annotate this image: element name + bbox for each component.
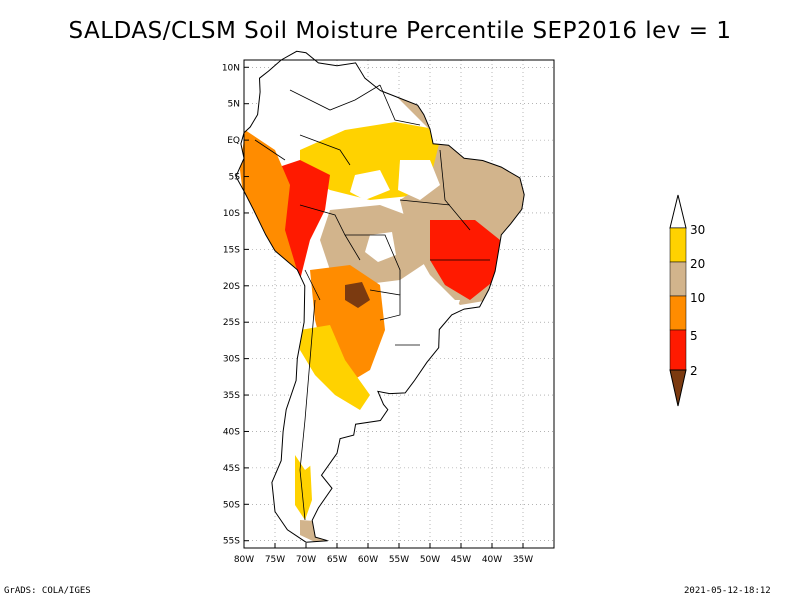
lat-tick-label: 35S xyxy=(223,391,240,401)
border-peru-brazil xyxy=(299,204,361,261)
lat-tick-label: 20S xyxy=(223,282,240,292)
lat-tick-label: 30S xyxy=(223,355,240,365)
border-argentina-chile xyxy=(299,299,316,521)
shade-white-patch-amazon xyxy=(350,170,390,200)
border-ecuador xyxy=(254,139,286,161)
lat-tick-label: 50S xyxy=(223,500,240,510)
lon-tick-label: 80W xyxy=(234,555,254,565)
map-title: SALDAS/CLSM Soil Moisture Percentile SEP… xyxy=(68,18,732,44)
colorbar-top-arrow xyxy=(669,194,687,229)
lat-tick-label: 15S xyxy=(223,245,240,255)
border-colombia-brazil xyxy=(299,134,351,166)
colorbar-label-10: 10 xyxy=(690,291,705,305)
shade-white-patch-north xyxy=(398,160,440,200)
lat-tick-label: 40S xyxy=(223,427,240,437)
lat-tick-label: 10N xyxy=(222,63,240,73)
border-guianas xyxy=(379,84,421,126)
country-borders xyxy=(254,84,490,521)
colorbar-swatch-10-20 xyxy=(669,261,687,297)
lon-tick-label: 40W xyxy=(482,555,502,565)
shade-white-argentina xyxy=(280,380,350,470)
lon-tick-label: 75W xyxy=(265,555,285,565)
footer-credit: GrADS: COLA/IGES xyxy=(4,586,91,596)
footer-timestamp: 2021-05-12-18:12 xyxy=(684,586,771,596)
border-brazil-states xyxy=(399,149,490,261)
lon-tick-label: 70W xyxy=(296,555,316,565)
colorbar-label-30: 30 xyxy=(690,223,705,237)
colorbar-label-2: 2 xyxy=(690,364,698,378)
lat-tick-label: 25S xyxy=(223,318,240,328)
border-bolivia-chile xyxy=(304,269,321,301)
lon-tick-label: 50W xyxy=(420,555,440,565)
lat-tick-label: 55S xyxy=(223,537,240,547)
border-paraguay xyxy=(369,289,401,321)
land-shading xyxy=(235,50,525,543)
colorbar-swatch-2-5 xyxy=(669,329,687,371)
lon-tick-label: 45W xyxy=(451,555,471,565)
lat-tick-label: EQ xyxy=(227,136,240,146)
coastline xyxy=(235,50,525,543)
lat-tick-label: 5S xyxy=(229,173,241,183)
shade-white-patch-center xyxy=(365,232,396,262)
lon-tick-label: 35W xyxy=(513,555,533,565)
border-bolivia-brazil xyxy=(345,234,401,295)
colorbar-label-20: 20 xyxy=(690,257,705,271)
lat-tick-label: 45S xyxy=(223,464,240,474)
lat-tick-label: 5N xyxy=(228,100,240,110)
axis-ticks xyxy=(243,66,524,548)
lon-tick-label: 55W xyxy=(389,555,409,565)
shade-white-southeast xyxy=(390,300,460,370)
lon-tick-label: 65W xyxy=(327,555,347,565)
colorbar-bottom-arrow xyxy=(669,369,687,407)
colorbar: 30 20 10 5 2 xyxy=(669,194,705,407)
shade-chaco-brown xyxy=(345,282,370,308)
colorbar-swatch-5-10 xyxy=(669,295,687,331)
colorbar-label-5: 5 xyxy=(690,329,698,343)
colorbar-swatch-20-30 xyxy=(669,227,687,263)
lon-tick-label: 60W xyxy=(358,555,378,565)
border-venezuela xyxy=(289,84,381,111)
lat-tick-label: 10S xyxy=(223,209,240,219)
shade-patagonia-yellow xyxy=(295,455,312,520)
axis-labels: 10N 5N EQ 5S 10S 15S 20S 25S 30S 35S 40S 45S 50S 55S 8… xyxy=(222,63,533,565)
shade-argentina-yellow xyxy=(300,325,370,410)
